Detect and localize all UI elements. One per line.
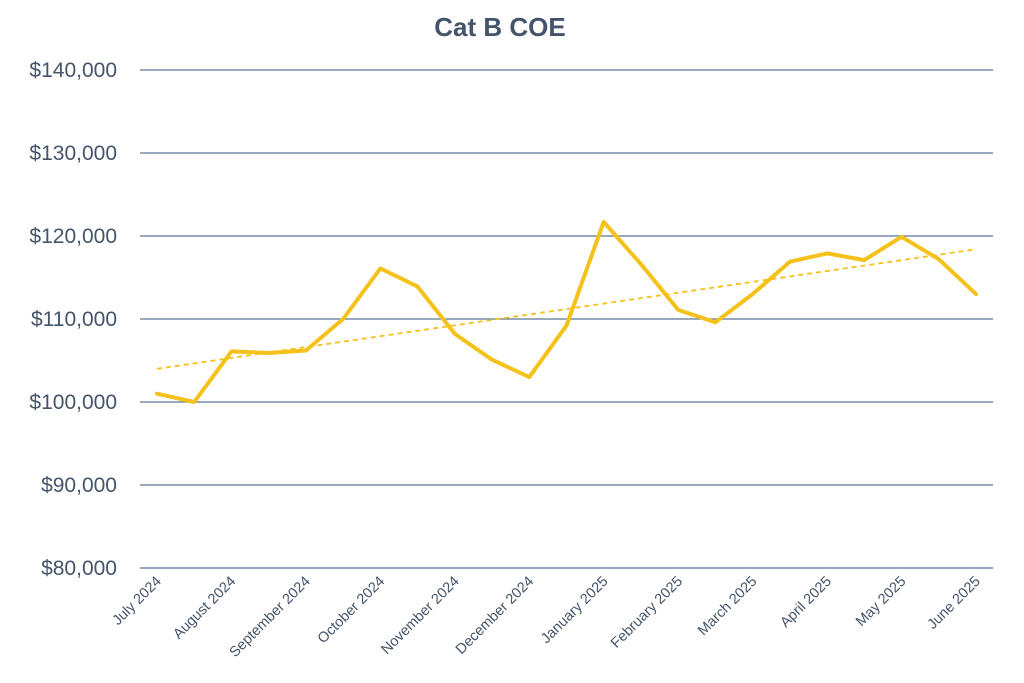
x-tick-label: July 2024 [110,574,165,629]
trendline [156,248,977,370]
x-tick-label: March 2025 [695,574,760,639]
chart-title: Cat B COE [434,12,566,42]
y-tick-label: $120,000 [29,225,117,248]
series-line [155,219,978,404]
x-tick-label: November 2024 [378,574,462,658]
x-tick-label: February 2025 [608,574,686,652]
x-tick-label: April 2025 [777,574,834,631]
y-tick-label: $100,000 [29,391,117,414]
x-tick-label: October 2024 [315,574,388,647]
x-tick-label: May 2025 [853,574,909,630]
gridlines [140,69,993,569]
x-tick-label: September 2024 [227,574,314,661]
y-tick-label: $140,000 [29,59,117,82]
x-tick-label: January 2025 [538,574,611,647]
series-group [155,219,978,404]
x-tick-label: August 2024 [170,574,239,643]
trendline-group [156,248,977,370]
y-tick-label: $130,000 [29,142,117,165]
y-tick-label: $110,000 [31,308,117,331]
y-axis-ticks: $80,000 $90,000 $100,000 $110,000 $120,000 $1… [29,59,117,580]
x-tick-label: June 2025 [925,574,984,633]
y-tick-label: $80,000 [41,557,117,580]
x-tick-label: December 2024 [453,574,537,658]
y-tick-label: $90,000 [41,474,117,497]
